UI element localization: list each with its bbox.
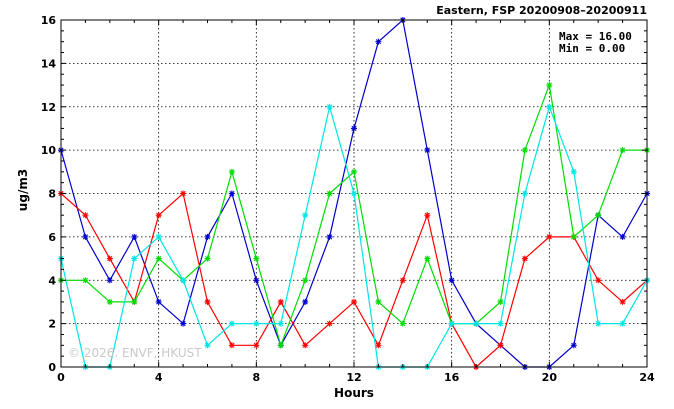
data-point (497, 342, 504, 349)
y-axis-label: ug/m3 (16, 169, 30, 211)
data-point (228, 168, 235, 175)
data-point (180, 320, 187, 327)
data-point (180, 190, 187, 197)
x-axis-label: Hours (334, 386, 374, 400)
x-tick-label: 24 (639, 371, 655, 384)
data-point (497, 298, 504, 305)
data-point (131, 298, 138, 305)
data-point (82, 212, 89, 219)
y-tick-label: 16 (41, 14, 57, 27)
y-tick-label: 12 (41, 101, 56, 114)
data-point (424, 255, 431, 262)
data-point (253, 277, 260, 284)
data-point (326, 103, 333, 110)
data-point (546, 233, 553, 240)
data-point (351, 298, 357, 305)
y-tick-label: 6 (48, 231, 56, 244)
data-point (424, 212, 431, 219)
data-point (302, 298, 309, 305)
y-tick-label: 2 (48, 318, 56, 331)
data-point (619, 320, 626, 327)
data-point (204, 233, 211, 240)
y-tick-label: 8 (48, 188, 56, 201)
data-point (375, 342, 382, 349)
data-point (399, 277, 406, 284)
data-point (326, 320, 333, 327)
min-stat: Min = 0.00 (559, 42, 625, 55)
x-tick-label: 4 (155, 371, 163, 384)
data-point (228, 190, 235, 197)
data-point (595, 212, 602, 219)
data-point (424, 147, 431, 154)
data-point (131, 255, 138, 262)
data-point (570, 168, 577, 175)
data-point (302, 212, 309, 219)
data-point (570, 233, 577, 240)
x-tick-label: 12 (346, 371, 361, 384)
x-tick-label: 8 (253, 371, 261, 384)
data-point (399, 320, 406, 327)
data-point (204, 342, 211, 349)
data-point (228, 342, 235, 349)
data-point (521, 255, 528, 262)
max-stat: Max = 16.00 (559, 30, 632, 43)
data-point (595, 277, 602, 284)
data-point (351, 125, 357, 132)
data-point (351, 168, 357, 175)
data-point (375, 38, 382, 45)
data-point (351, 190, 357, 197)
data-point (106, 298, 113, 305)
data-point (82, 233, 89, 240)
data-point (155, 255, 162, 262)
data-point (204, 255, 211, 262)
data-point (204, 298, 211, 305)
data-point (253, 320, 260, 327)
data-point (473, 320, 480, 327)
data-point (546, 103, 553, 110)
data-point (277, 320, 284, 327)
x-tick-label: 0 (57, 371, 65, 384)
chart-title: Eastern, FSP 20200908–20200911 (436, 4, 647, 17)
data-point (180, 277, 187, 284)
data-point (326, 190, 333, 197)
data-point (497, 320, 504, 327)
data-point (619, 233, 626, 240)
data-point (570, 342, 577, 349)
data-point (277, 298, 284, 305)
data-point (326, 233, 333, 240)
data-point (155, 298, 162, 305)
copyright-watermark: © 2026. ENVF, HKUST (68, 346, 202, 360)
data-point (253, 255, 260, 262)
y-tick-label: 14 (41, 57, 57, 70)
data-point (595, 320, 602, 327)
x-tick-label: 16 (444, 371, 460, 384)
data-point (106, 255, 113, 262)
data-point (106, 277, 113, 284)
data-point (375, 298, 382, 305)
series-group (58, 17, 650, 370)
data-point (302, 342, 309, 349)
data-point (619, 298, 626, 305)
data-point (521, 147, 528, 154)
data-point (448, 277, 455, 284)
data-point (131, 233, 138, 240)
data-point (521, 190, 528, 197)
data-point (619, 147, 626, 154)
data-point (448, 320, 455, 327)
data-point (253, 342, 260, 349)
data-point (228, 320, 235, 327)
data-point (302, 277, 309, 284)
y-tick-label: 10 (41, 144, 57, 157)
data-point (277, 342, 284, 349)
data-point (155, 233, 162, 240)
x-tick-label: 20 (542, 371, 558, 384)
data-point (82, 277, 89, 284)
data-point (155, 212, 162, 219)
y-tick-label: 4 (48, 274, 56, 287)
y-tick-label: 0 (48, 361, 56, 374)
data-point (546, 82, 553, 89)
